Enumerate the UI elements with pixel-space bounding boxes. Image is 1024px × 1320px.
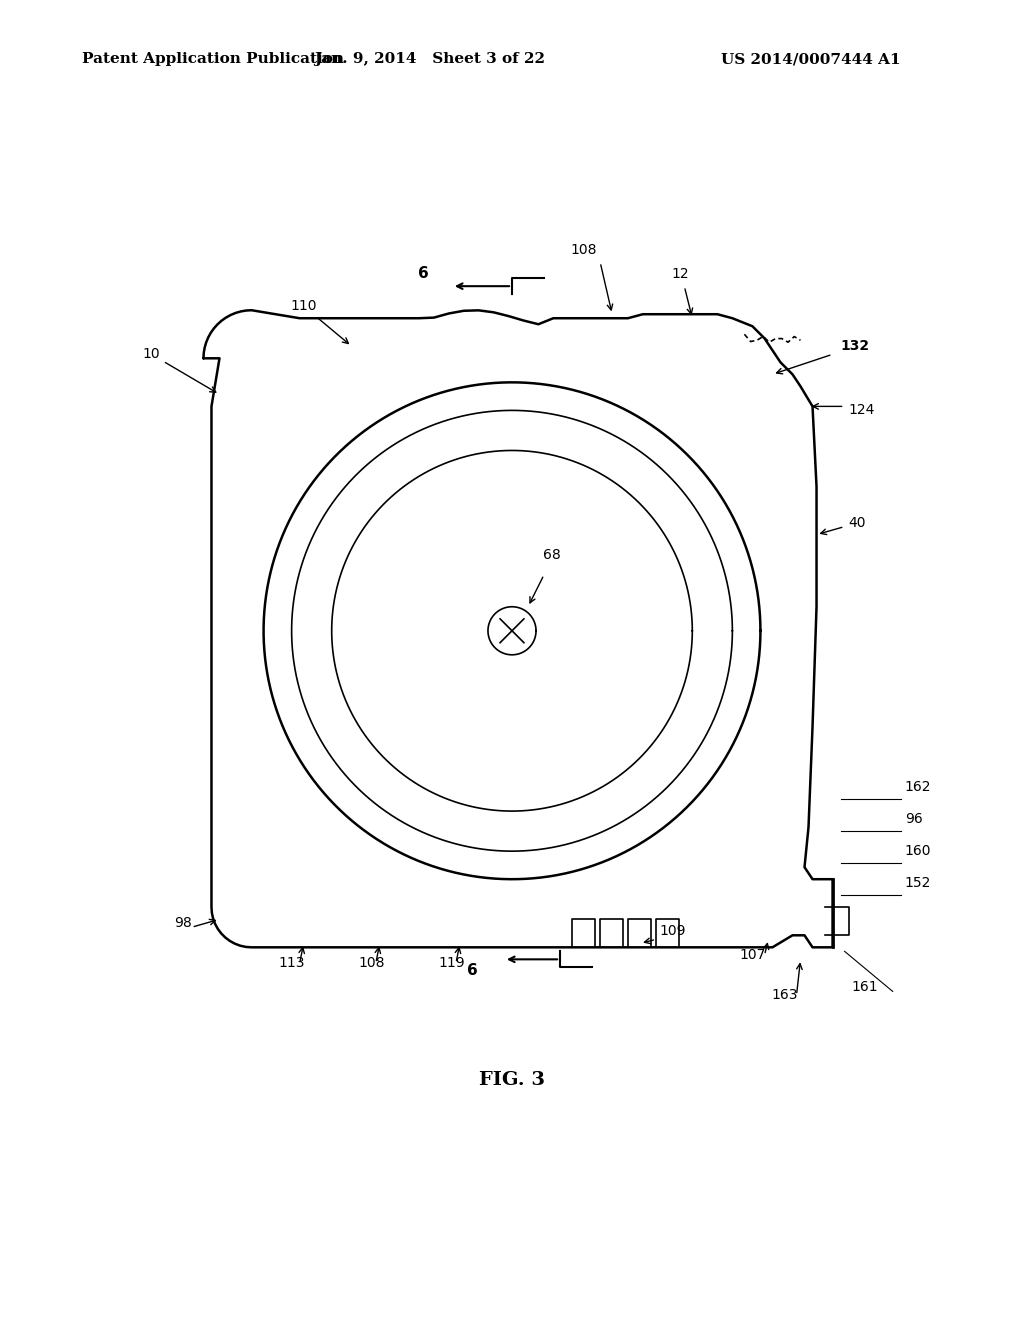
Text: 132: 132 bbox=[841, 339, 869, 354]
Text: 108: 108 bbox=[358, 957, 385, 970]
Text: Jan. 9, 2014   Sheet 3 of 22: Jan. 9, 2014 Sheet 3 of 22 bbox=[314, 53, 546, 66]
Text: 161: 161 bbox=[851, 981, 878, 994]
Text: Patent Application Publication: Patent Application Publication bbox=[82, 53, 344, 66]
Text: 108: 108 bbox=[570, 243, 597, 257]
Text: 109: 109 bbox=[659, 924, 685, 939]
Text: 152: 152 bbox=[904, 876, 931, 890]
Text: 119: 119 bbox=[438, 957, 465, 970]
Text: FIG. 3: FIG. 3 bbox=[479, 1071, 545, 1089]
Text: 96: 96 bbox=[904, 812, 923, 826]
Text: 160: 160 bbox=[904, 845, 931, 858]
Text: 40: 40 bbox=[849, 516, 866, 529]
Text: 10: 10 bbox=[142, 347, 216, 392]
Text: 110: 110 bbox=[291, 300, 348, 343]
Text: 162: 162 bbox=[904, 780, 931, 795]
Text: 98: 98 bbox=[174, 916, 193, 931]
Text: 163: 163 bbox=[771, 989, 798, 1002]
Text: 6: 6 bbox=[419, 267, 429, 281]
Text: 113: 113 bbox=[279, 957, 305, 970]
Text: 12: 12 bbox=[672, 267, 689, 281]
Text: 107: 107 bbox=[739, 948, 766, 962]
Text: US 2014/0007444 A1: US 2014/0007444 A1 bbox=[722, 53, 901, 66]
Text: 6: 6 bbox=[467, 964, 477, 978]
Text: 124: 124 bbox=[849, 404, 874, 417]
Text: 68: 68 bbox=[543, 548, 561, 561]
